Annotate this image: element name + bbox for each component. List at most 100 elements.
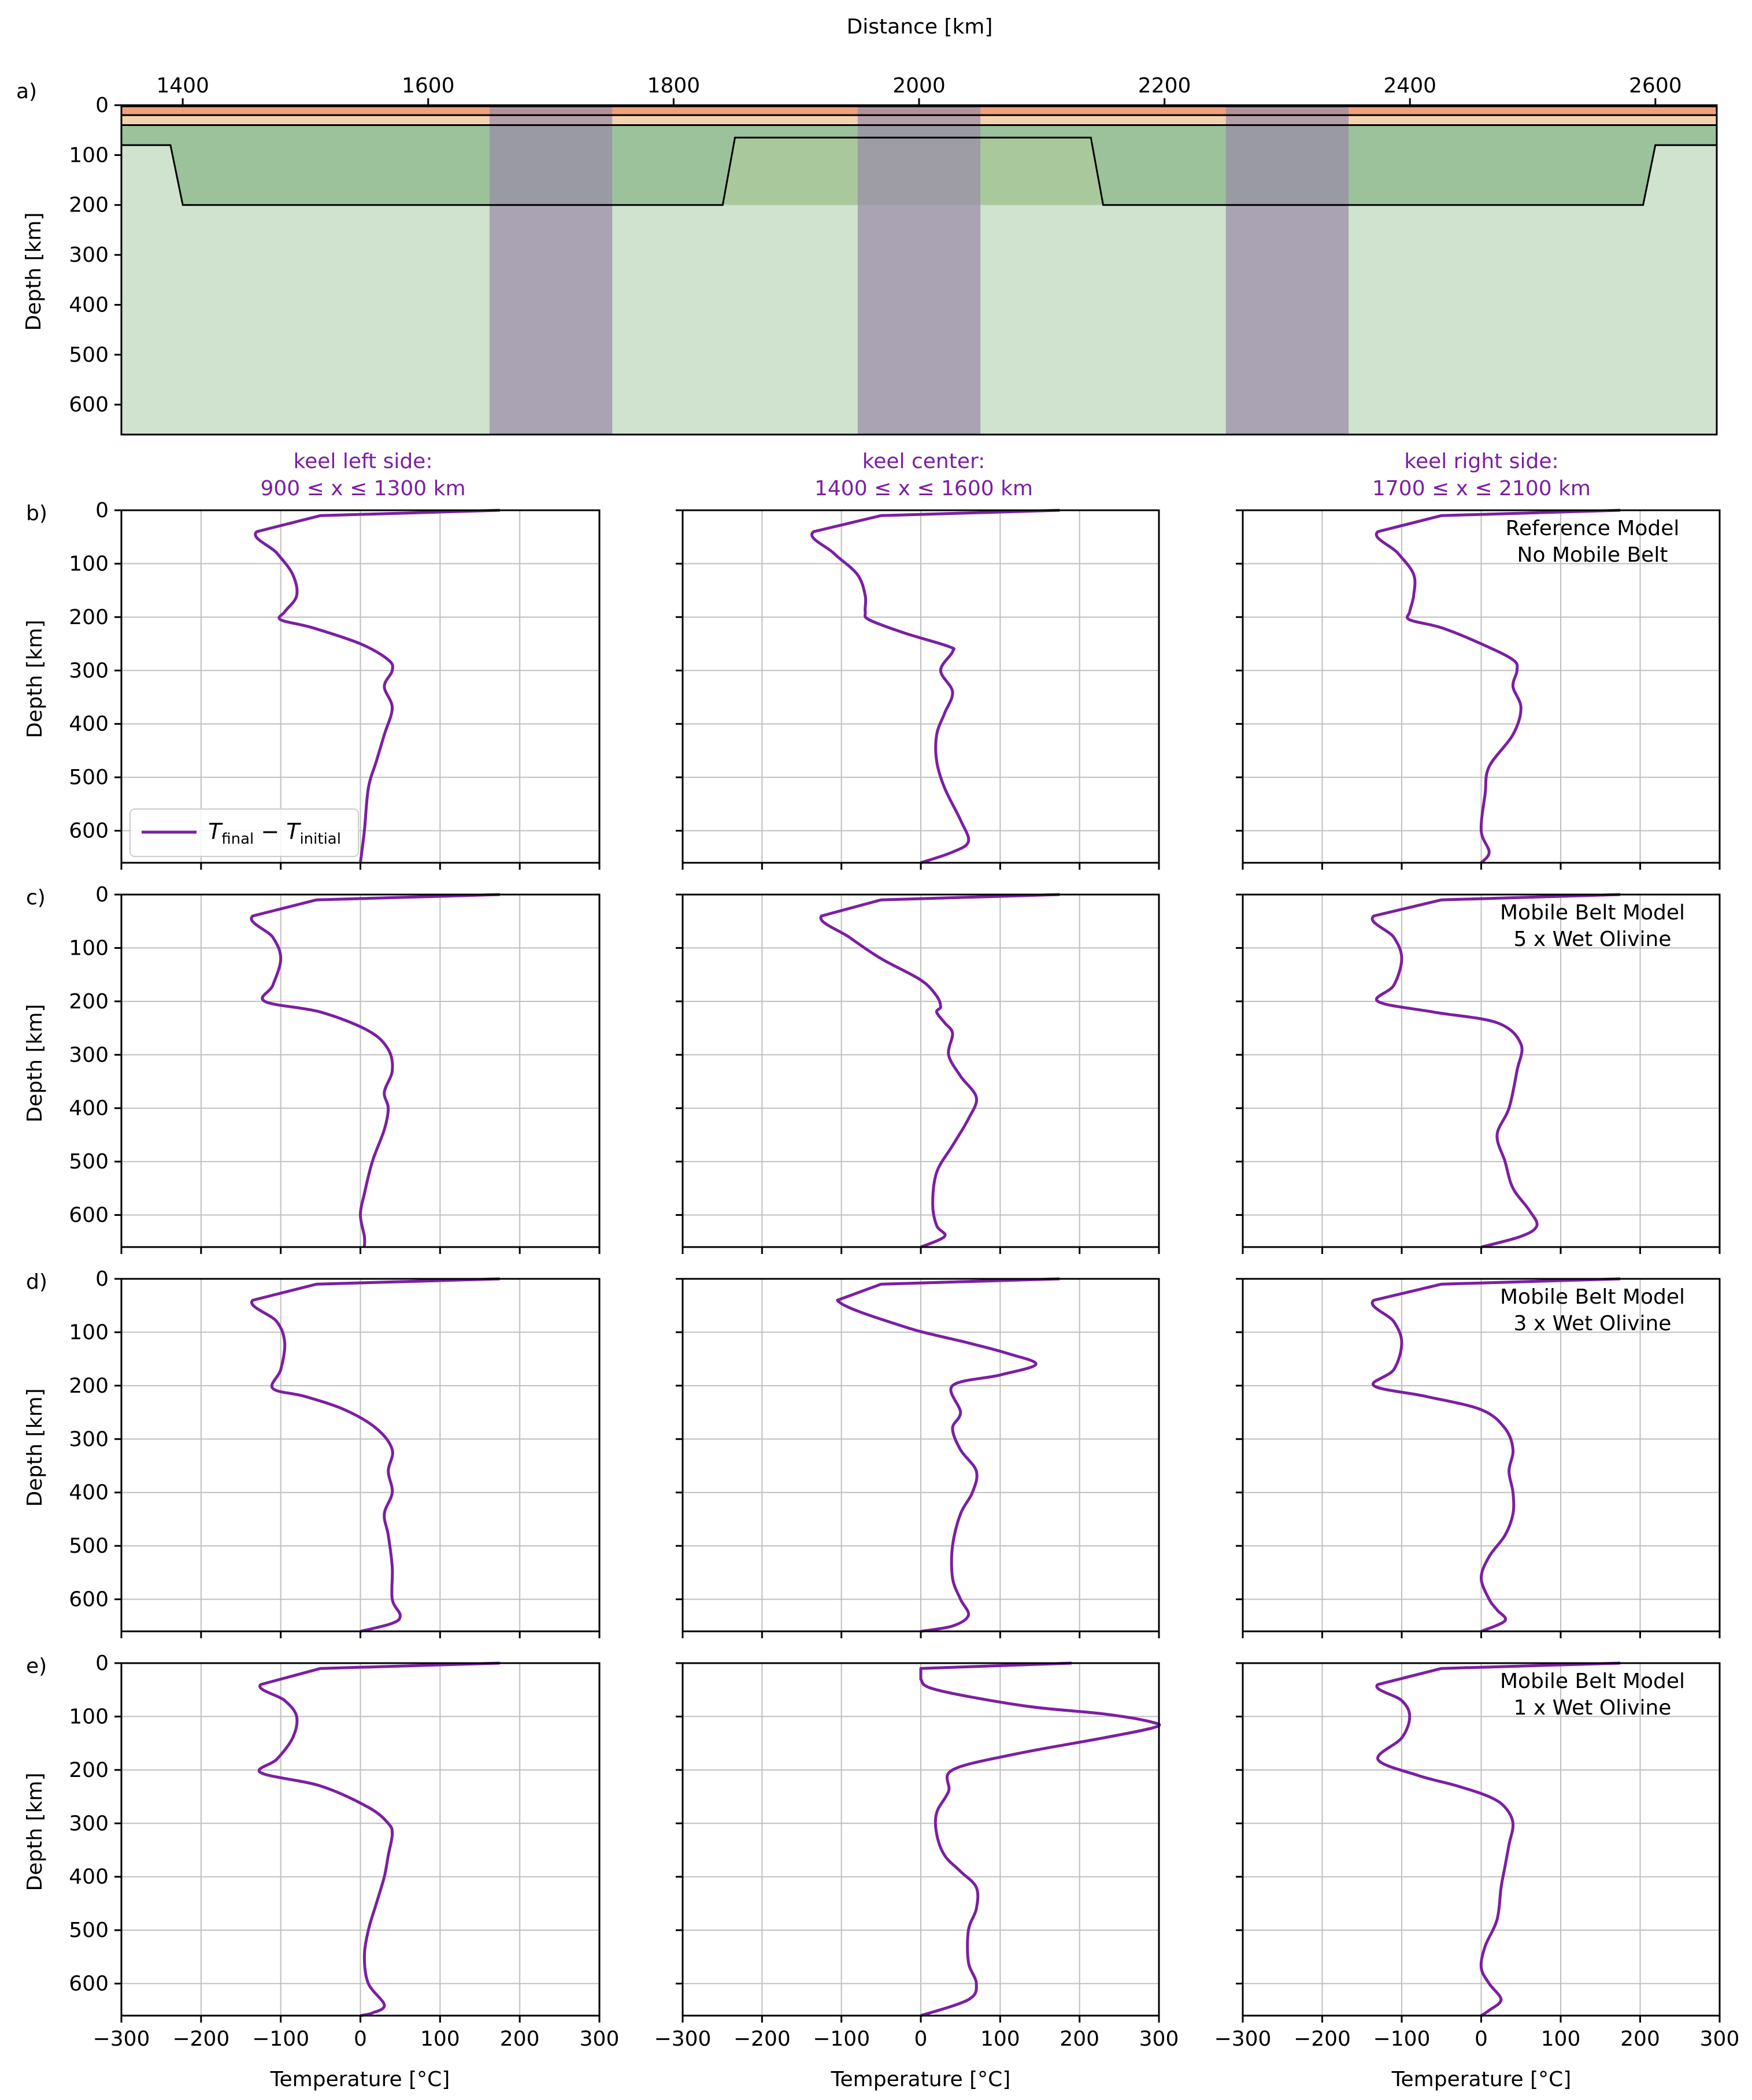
a-x-tick-label: 2400 (1383, 74, 1436, 98)
annotation-e-line2: 1 x Wet Olivine (1514, 1696, 1672, 1720)
column-title-center-line1: keel center: (862, 450, 986, 473)
x-tick-label: −200 (172, 2027, 229, 2051)
a-x-tick-label: 1800 (647, 74, 701, 98)
a-y-tick-label: 200 (69, 194, 109, 217)
x-tick-label: −100 (1373, 2027, 1431, 2051)
a-y-tick-label: 500 (69, 343, 109, 367)
column-title-right-line1: keel right side: (1404, 450, 1558, 473)
annotation-b-line1: Reference Model (1506, 517, 1680, 540)
legend-label: Tfinal − Tinitial (208, 819, 341, 848)
profile-panel-e-2: −300 −200 −100 0 100 200 300 (654, 1661, 1179, 2051)
y-tick-label: 400 (69, 1097, 109, 1121)
column-title-right-line2: 1700 ≤ x ≤ 2100 km (1372, 477, 1591, 500)
annotation-c-line2: 5 x Wet Olivine (1514, 927, 1672, 951)
annotation-e-line1: Mobile Belt Model (1500, 1669, 1685, 1693)
y-tick-label: 500 (69, 1919, 109, 1942)
temperature-profile-line (1371, 1277, 1621, 1633)
x-tick-label: −300 (1214, 2027, 1272, 2051)
y-tick-label: 0 (95, 1652, 109, 1675)
row-annotations: b) c) d) e) Reference Model No Mobile Be… (26, 502, 1685, 1720)
profile-panel-b-2 (676, 509, 1160, 870)
column-title-center-line2: 1400 ≤ x ≤ 1600 km (814, 477, 1033, 500)
y-tick-label: 100 (69, 1705, 109, 1728)
temperature-profile-line (919, 1661, 1161, 2017)
profile-panel-d-3 (1236, 1277, 1721, 1638)
annotation-d-line2: 3 x Wet Olivine (1514, 1312, 1672, 1335)
temperature-profile-line (810, 509, 1060, 865)
y-tick-label: 0 (95, 883, 109, 907)
y-tick-label: 300 (69, 1043, 109, 1067)
y-tick-label: 300 (69, 1812, 109, 1835)
panel-a-y-ticks: 0 100 200 300 400 500 600 (69, 94, 121, 417)
temperature-profile-line (1375, 1661, 1621, 2017)
legend: Tfinal − Tinitial (129, 808, 359, 857)
x-axis-label-right: Temperature [°C] (1391, 2068, 1572, 2091)
profile-panel-c-1: 0 100 200 300 400 500 600 (69, 883, 601, 1254)
annotation-b-line2: No Mobile Belt (1517, 543, 1668, 567)
y-tick-label: 400 (69, 1481, 109, 1505)
profile-panel-c-3 (1236, 893, 1721, 1254)
row-label-d: d) (26, 1270, 47, 1294)
x-tick-label: 300 (1700, 2027, 1740, 2051)
x-tick-label: 0 (1475, 2027, 1488, 2051)
a-x-tick-label: 2000 (892, 74, 946, 98)
y-tick-label: 100 (69, 1320, 109, 1344)
panel-a-label: a) (16, 80, 37, 103)
a-x-tick-label: 2600 (1629, 74, 1682, 98)
y-tick-label: 0 (95, 499, 109, 522)
panel-a-x-axis-label: Distance [km] (847, 15, 993, 39)
row-label-e: e) (26, 1654, 47, 1678)
temperature-profile-line (250, 893, 500, 1248)
a-y-tick-label: 100 (69, 143, 109, 167)
x-tick-label: 100 (420, 2027, 460, 2051)
temperature-profile-line (250, 1277, 500, 1633)
y-tick-label: 300 (69, 1427, 109, 1451)
sample-band-1 (489, 105, 613, 435)
y-tick-label: 500 (69, 766, 109, 789)
panel-a: 1400 1600 1800 2000 2200 2400 2600 0 100 200 300 4… (16, 15, 1718, 436)
sample-band-3 (1225, 105, 1349, 435)
a-x-tick-label: 1400 (156, 74, 209, 98)
a-x-tick-label: 1600 (402, 74, 455, 98)
panel-a-y-axis-label: Depth [km] (22, 212, 46, 331)
column-title-left-line1: keel left side: (294, 450, 433, 473)
y-tick-label: 100 (69, 552, 109, 576)
temperature-profile-line (1375, 509, 1621, 864)
row-label-c: c) (26, 886, 46, 910)
keel-outline (121, 136, 1717, 206)
profile-panel-d-1: 0 100 200 300 400 500 600 (69, 1267, 601, 1638)
annotation-c-line1: Mobile Belt Model (1500, 901, 1685, 925)
y-axis-label-row-e: Depth [km] (23, 1772, 47, 1891)
x-tick-label: 300 (580, 2027, 620, 2051)
x-tick-label: −200 (734, 2027, 791, 2051)
x-tick-label: −100 (813, 2027, 870, 2051)
row-label-b: b) (26, 502, 47, 525)
column-title-left-line2: 900 ≤ x ≤ 1300 km (260, 477, 465, 500)
profile-panel-e-1: −300 −200 −100 0 100 200 300 0 100 200 300 400 500 60… (69, 1652, 619, 2051)
a-y-tick-label: 0 (95, 94, 109, 117)
x-tick-label: −200 (1294, 2027, 1351, 2051)
temperature-profile-line (819, 893, 1060, 1249)
sample-bands (489, 105, 1349, 435)
profile-panel-e-3: −300 −200 −100 0 100 200 300 (1214, 1661, 1740, 2051)
temperature-profile-line (836, 1277, 1060, 1633)
temperature-profile-line (257, 1661, 500, 2017)
a-y-tick-label: 400 (69, 293, 109, 317)
profile-panel-d-2 (676, 1277, 1160, 1638)
y-tick-label: 600 (69, 1204, 109, 1227)
y-axis-label-row-b: Depth [km] (23, 619, 47, 738)
x-tick-label: 100 (980, 2027, 1020, 2051)
annotation-d-line1: Mobile Belt Model (1500, 1285, 1685, 1309)
panel-a-x-ticks: 1400 1600 1800 2000 2200 2400 2600 (156, 74, 1682, 105)
column-titles: keel left side: 900 ≤ x ≤ 1300 km keel c… (260, 450, 1591, 500)
profile-y-axis-labels: Depth [km] Depth [km] Depth [km] Depth [… (23, 619, 47, 1891)
x-tick-label: −300 (93, 2027, 150, 2051)
a-x-tick-label: 2200 (1138, 74, 1191, 98)
y-tick-label: 400 (69, 713, 109, 736)
y-tick-label: 200 (69, 990, 109, 1014)
y-tick-label: 200 (69, 1374, 109, 1398)
profile-panel-b-1: 0 100 200 300 400 500 600 (69, 499, 601, 870)
legend-box (129, 808, 359, 857)
profile-panel-c-2 (676, 893, 1160, 1254)
sample-band-2 (857, 105, 981, 435)
